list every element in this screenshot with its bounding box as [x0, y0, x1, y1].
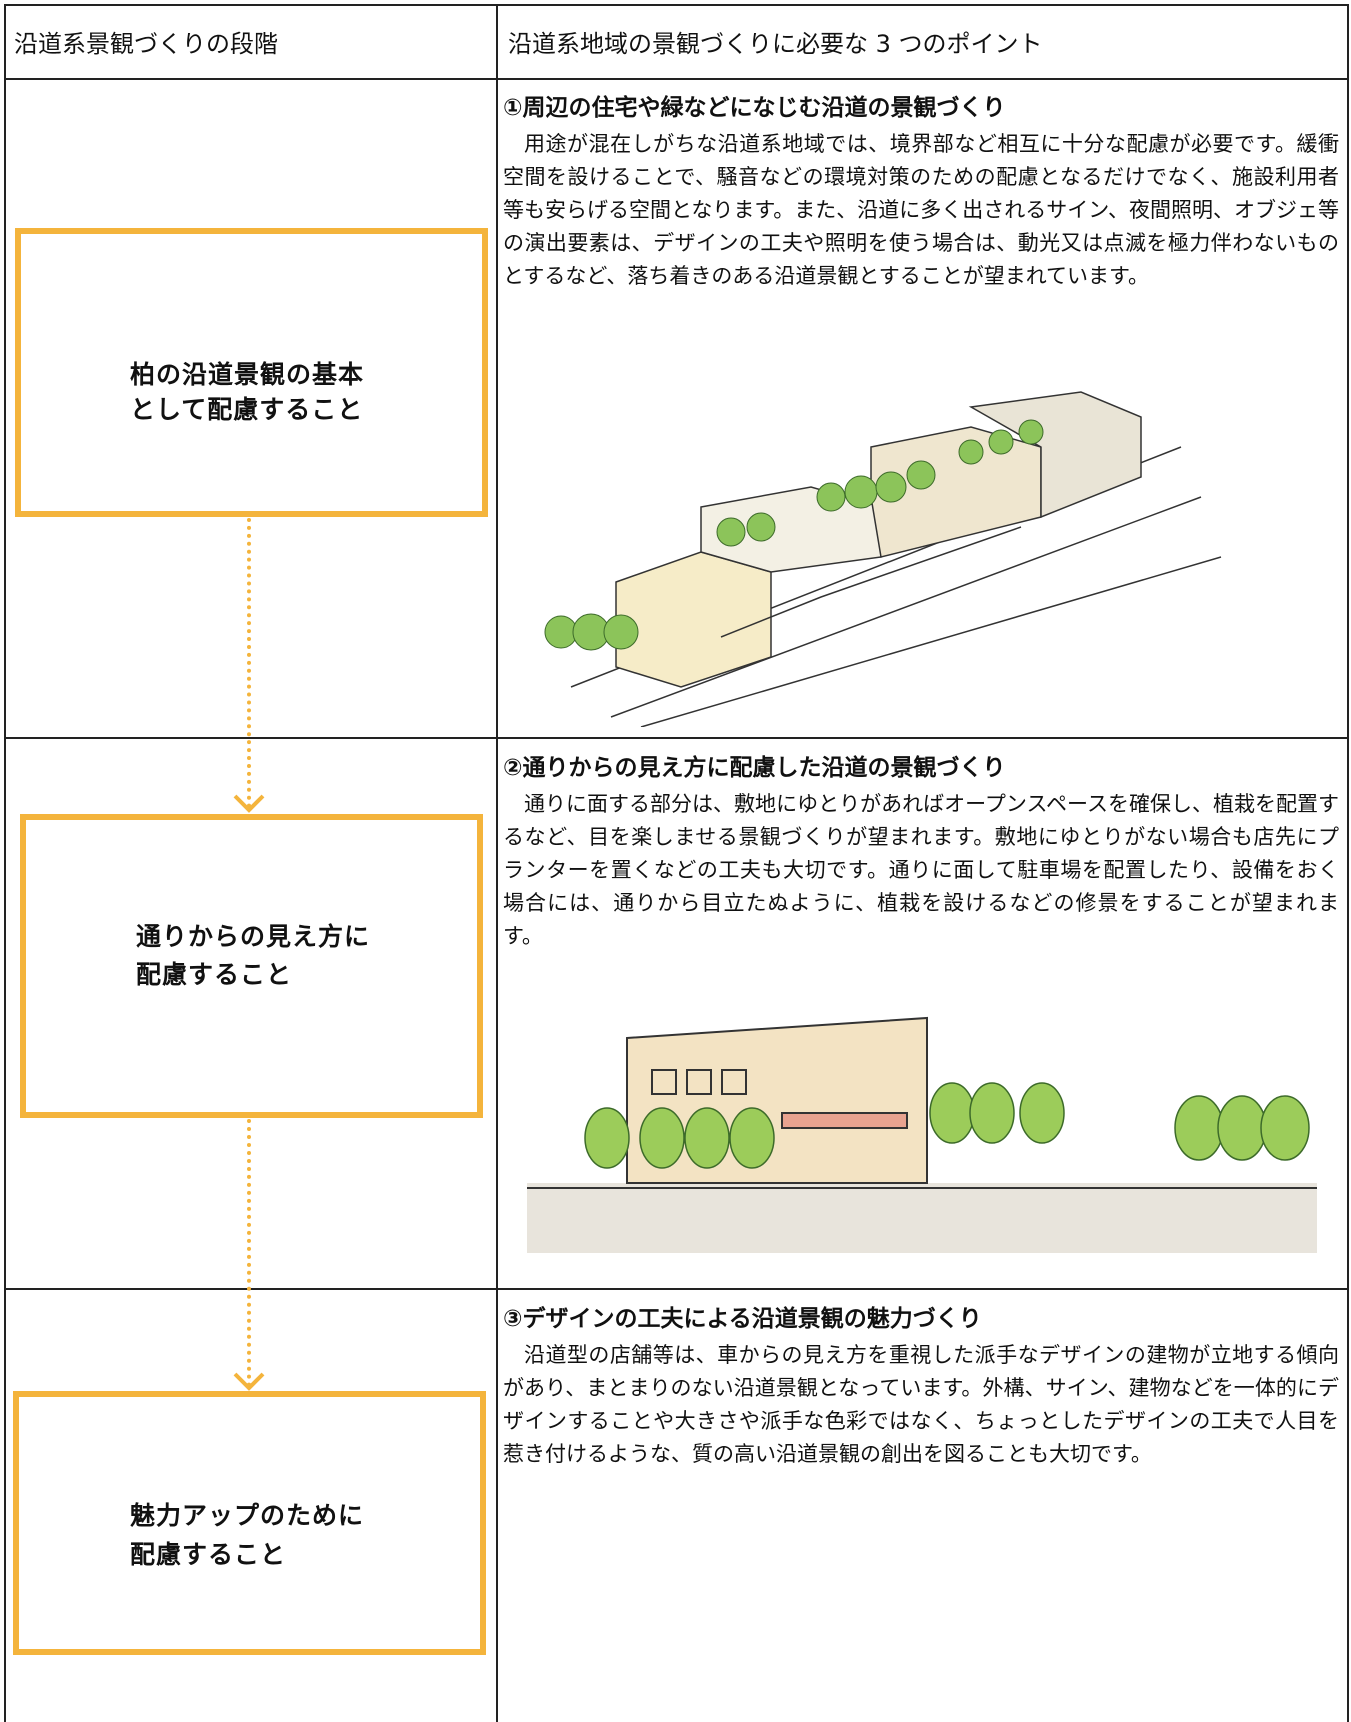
stage-label: 魅力アップのために [130, 1501, 365, 1530]
stage-box [15, 228, 488, 517]
stage-label: 柏の沿道景観の基本 [130, 360, 365, 389]
illustration [527, 1016, 1317, 1253]
stage-label: として配慮すること [130, 395, 364, 424]
border [1347, 4, 1349, 1722]
point-text: 沿道型の店舗等は、車からの見え方を重視した派手なデザインの建物が立地する傾向があ… [503, 1343, 1339, 1466]
stage-label: 配慮すること [130, 1540, 287, 1569]
border [4, 78, 1349, 80]
stage-label: 配慮すること [136, 960, 293, 989]
point-title: ②通りからの見え方に配慮した沿道の景観づくり [503, 755, 1006, 781]
border [496, 4, 498, 1722]
point-title: ③デザインの工夫による沿道景観の魅力づくり [503, 1306, 982, 1332]
header-bg [4, 4, 1349, 79]
stage-box [20, 814, 483, 1118]
border [4, 1288, 1349, 1290]
point-title: ①周辺の住宅や緑などになじむ沿道の景観づくり [503, 95, 1006, 121]
point-text: 用途が混在しがちな沿道系地域では、境界部など相互に十分な配慮が必要です。緩衝空間… [503, 132, 1340, 288]
point-text: 通りに面する部分は、敷地にゆとりがあればオープンスペースを確保し、植栽を配置する… [503, 792, 1339, 948]
stage-label: 通りからの見え方に [136, 922, 371, 951]
arrowhead [233, 1372, 265, 1391]
connector [247, 1119, 251, 1387]
connector [247, 518, 251, 808]
border [4, 737, 1349, 739]
arrowhead [233, 794, 265, 813]
illustration [544, 391, 1222, 727]
border [4, 4, 6, 1722]
header-right: 沿道系地域の景観づくりに必要な 3 つのポイント [508, 30, 1043, 58]
header-left: 沿道系景観づくりの段階 [14, 30, 278, 58]
stage-box [13, 1391, 486, 1655]
border [4, 4, 1349, 6]
